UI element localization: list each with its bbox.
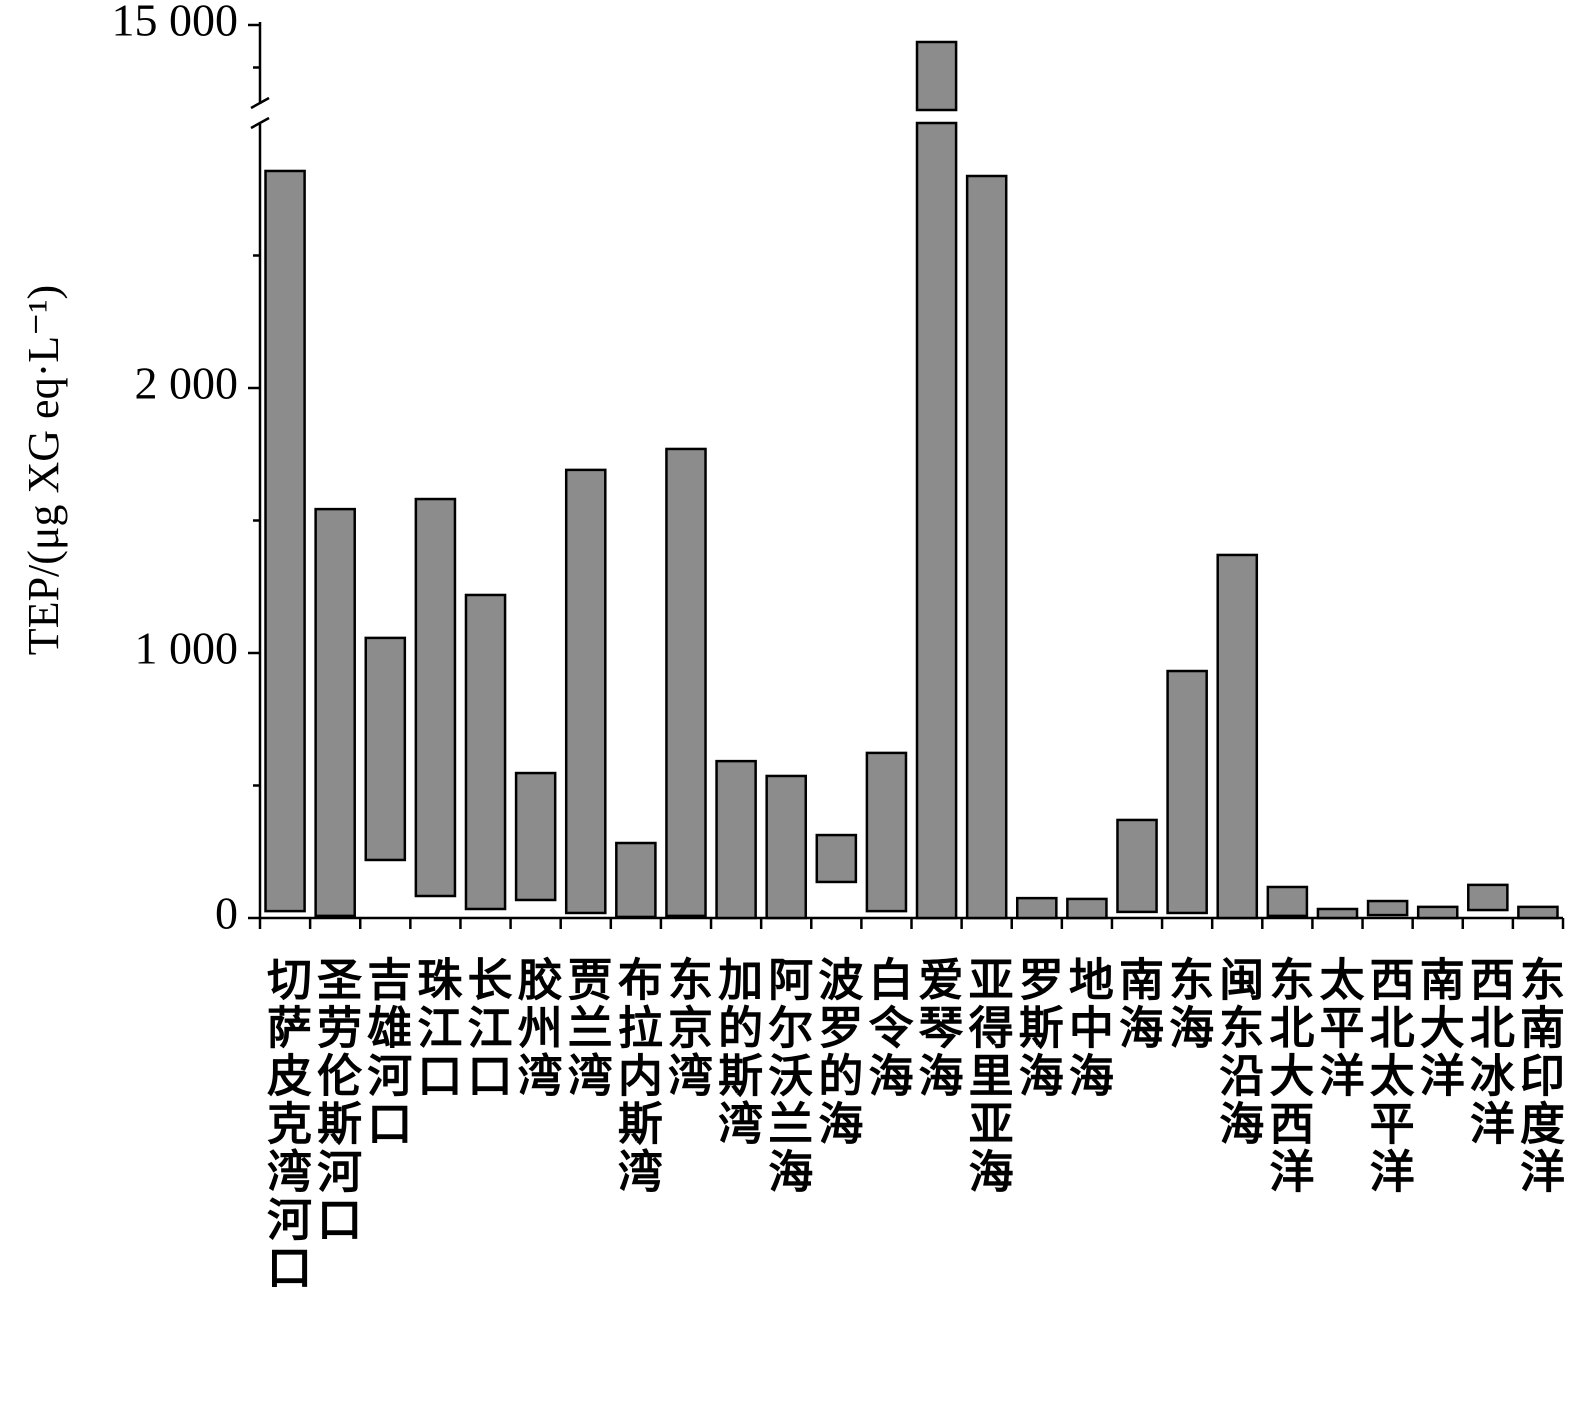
x-tick-label: 太平洋 <box>1311 956 1365 1100</box>
x-tick-label: 波罗的海 <box>810 956 864 1148</box>
bar <box>564 468 607 915</box>
bar <box>1116 818 1158 914</box>
bar <box>464 593 507 911</box>
bar <box>1015 896 1058 920</box>
bar <box>665 447 707 918</box>
y-tick-label: 0 <box>215 888 238 939</box>
bar <box>514 771 557 902</box>
x-tick-label: 南海 <box>1111 956 1165 1052</box>
bar <box>865 751 908 913</box>
x-tick-label: 长江口 <box>459 956 513 1100</box>
x-tick-label: 南大洋 <box>1411 956 1465 1100</box>
bar <box>1316 907 1359 920</box>
x-tick-label: 爱琴海 <box>910 956 964 1100</box>
bar <box>364 636 407 862</box>
bar <box>915 121 958 920</box>
y-tick-label: 1 000 <box>135 623 239 674</box>
y-axis-title: TEP/(μg XG eq·L⁻¹) <box>19 285 68 655</box>
bar <box>1066 897 1108 920</box>
x-tick-label: 西北太平洋 <box>1361 956 1415 1196</box>
bar <box>815 833 858 884</box>
x-tick-label: 东南印度洋 <box>1511 956 1565 1196</box>
x-tick-label: 东京湾 <box>659 956 713 1100</box>
x-tick-label: 闽东沿海 <box>1211 956 1265 1148</box>
x-tick-label: 西北冰洋 <box>1461 956 1515 1148</box>
axis-break <box>250 116 270 130</box>
bar <box>615 841 657 919</box>
axis-break <box>250 96 270 110</box>
x-tick-label: 圣劳伦斯河口 <box>309 956 363 1244</box>
bar <box>264 169 306 913</box>
bar <box>1166 669 1208 915</box>
bar <box>414 497 457 898</box>
y-tick-label: 2 000 <box>135 358 239 409</box>
bar <box>314 507 356 918</box>
bar-upper <box>915 40 958 112</box>
x-tick-label: 切萨皮克湾河口 <box>259 956 313 1292</box>
bar <box>1416 905 1459 920</box>
x-tick-label: 白令海 <box>860 956 914 1100</box>
x-tick-label: 胶州湾 <box>509 956 563 1100</box>
x-tick-label: 贾兰湾 <box>559 956 613 1100</box>
x-tick-label: 东海 <box>1161 956 1215 1052</box>
x-tick-label: 地中海 <box>1060 956 1114 1100</box>
bar <box>765 774 808 920</box>
x-tick-label: 东北大西洋 <box>1261 956 1315 1196</box>
y-tick-label: 15 000 <box>112 0 239 46</box>
x-tick-label: 阿尔沃兰海 <box>760 956 814 1196</box>
x-tick-label: 罗斯海 <box>1010 956 1064 1100</box>
x-tick-label: 珠江口 <box>409 956 463 1100</box>
bar <box>1366 899 1409 917</box>
bar <box>1266 885 1309 918</box>
bar <box>1467 883 1509 912</box>
bar <box>965 174 1008 920</box>
x-tick-label: 吉雄河口 <box>359 956 413 1148</box>
bar <box>1216 553 1259 920</box>
x-tick-label: 布拉内斯湾 <box>609 956 663 1196</box>
bar <box>715 759 757 920</box>
x-tick-label: 加的斯湾 <box>710 956 764 1148</box>
bar <box>1517 905 1559 920</box>
x-tick-label: 亚得里亚海 <box>960 956 1014 1196</box>
